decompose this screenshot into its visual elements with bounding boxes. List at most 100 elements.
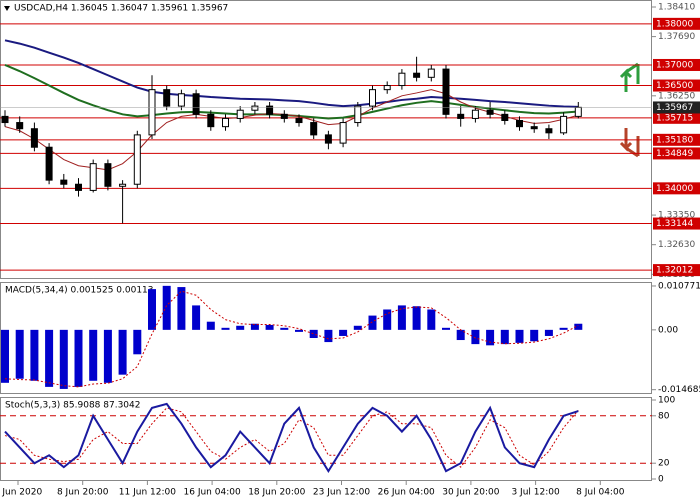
- candle-body: [574, 106, 582, 117]
- macd-bar: [412, 306, 421, 330]
- macd-bar: [45, 329, 54, 387]
- macd-bar: [353, 325, 362, 330]
- candle-body: [310, 122, 318, 136]
- stoch-main: [4, 402, 579, 473]
- symbol-marker: [4, 6, 10, 11]
- macd-bar: [368, 315, 377, 330]
- macd-bar: [265, 324, 274, 330]
- x-tick-label: 18 Jun 20:00: [248, 488, 305, 498]
- candle-body: [530, 126, 538, 130]
- candle-body: [192, 93, 200, 115]
- macd-bar: [177, 287, 186, 330]
- macd-bar: [486, 329, 495, 346]
- y-tick-label: 0: [658, 475, 664, 485]
- macd-bar: [339, 329, 348, 336]
- candle-body: [30, 128, 38, 148]
- x-tick-label: 4 Jun 2020: [0, 488, 42, 498]
- macd-bar: [30, 329, 39, 381]
- macd-bar: [221, 327, 230, 330]
- candle-body: [486, 109, 494, 115]
- x-tick-label: 11 Jun 12:00: [119, 488, 176, 498]
- candle-body: [133, 134, 141, 185]
- macd-bar: [456, 329, 465, 341]
- y-tick-label: 100: [658, 396, 675, 406]
- level-box: [653, 111, 700, 124]
- candle-body: [339, 122, 347, 144]
- candle-body: [266, 105, 274, 115]
- macd-bar: [89, 329, 98, 381]
- macd-bar: [148, 289, 156, 330]
- level-box: [653, 17, 700, 30]
- macd-bar: [544, 329, 553, 336]
- candle-body: [560, 115, 568, 134]
- stoch-signal: [4, 407, 579, 468]
- macd-bar: [192, 305, 201, 330]
- level-box: [653, 147, 700, 160]
- macd-bar: [162, 285, 171, 330]
- level-label: 1.38000: [656, 19, 693, 29]
- macd-bar: [74, 329, 83, 387]
- candle-body: [383, 85, 391, 91]
- level-label: 1.34000: [656, 184, 693, 194]
- candle-body: [89, 163, 97, 191]
- macd-signal: [4, 290, 579, 388]
- level-box: [653, 182, 700, 195]
- macd-bar: [118, 329, 127, 375]
- x-tick-label: 8 Jun 20:00: [57, 488, 109, 498]
- candle-body: [324, 134, 332, 144]
- macd-bar: [309, 329, 318, 338]
- y-tick-label: 1.32630: [658, 240, 695, 250]
- candle-body: [442, 68, 450, 115]
- candle-body: [369, 89, 376, 107]
- stoch-title: Stoch(5,3,3) 85.9088 87.3042: [5, 401, 140, 411]
- y-tick-label: 1.33350: [658, 211, 695, 221]
- macd-bar: [530, 329, 539, 342]
- level-label: 1.34849: [656, 149, 693, 159]
- candle-body: [354, 105, 362, 124]
- candle-body: [45, 146, 53, 181]
- macd-bar: [59, 329, 68, 389]
- level-box: [653, 264, 700, 277]
- candle-body: [251, 105, 259, 111]
- macd-bar: [15, 329, 24, 379]
- macd-bar: [500, 329, 509, 345]
- macd-bar: [515, 329, 524, 343]
- macd-bar: [383, 309, 392, 330]
- candle-body: [501, 113, 509, 121]
- candle-body: [427, 68, 435, 78]
- x-tick-label: 26 Jun 04:00: [378, 488, 435, 498]
- candle-body: [163, 89, 171, 107]
- down-arrow: [619, 128, 640, 158]
- candle-body: [457, 113, 465, 119]
- macd-bar: [442, 327, 450, 330]
- x-tick-label: 8 Jul 04:00: [576, 488, 625, 498]
- candle-body: [104, 163, 112, 187]
- y-tick-label: 80: [658, 411, 670, 421]
- level-box: [653, 217, 700, 230]
- candle-body: [236, 109, 244, 119]
- macd-bar: [206, 321, 215, 330]
- level-label: 1.36500: [656, 81, 693, 91]
- candle-body: [295, 117, 303, 124]
- candle-body: [119, 183, 127, 187]
- candle-body: [16, 122, 24, 130]
- candle-body: [75, 183, 82, 191]
- level-label: 1.35715: [656, 113, 693, 123]
- moving-average: [4, 39, 579, 108]
- candle-body: [1, 115, 9, 124]
- macd-bar: [103, 329, 112, 383]
- up-arrow: [619, 62, 640, 92]
- y-tick-label: 1.36250: [658, 91, 695, 101]
- macd-bar: [236, 325, 245, 330]
- candle-body: [280, 113, 288, 119]
- candle-body: [148, 89, 156, 136]
- candle-body: [207, 113, 215, 128]
- macd-bar: [397, 305, 406, 330]
- x-tick-label: 16 Jun 04:00: [184, 488, 241, 498]
- macd-bar: [280, 327, 289, 330]
- candle-body: [398, 72, 406, 87]
- x-tick-label: 30 Jun 20:00: [442, 488, 499, 498]
- candle-body: [471, 109, 479, 119]
